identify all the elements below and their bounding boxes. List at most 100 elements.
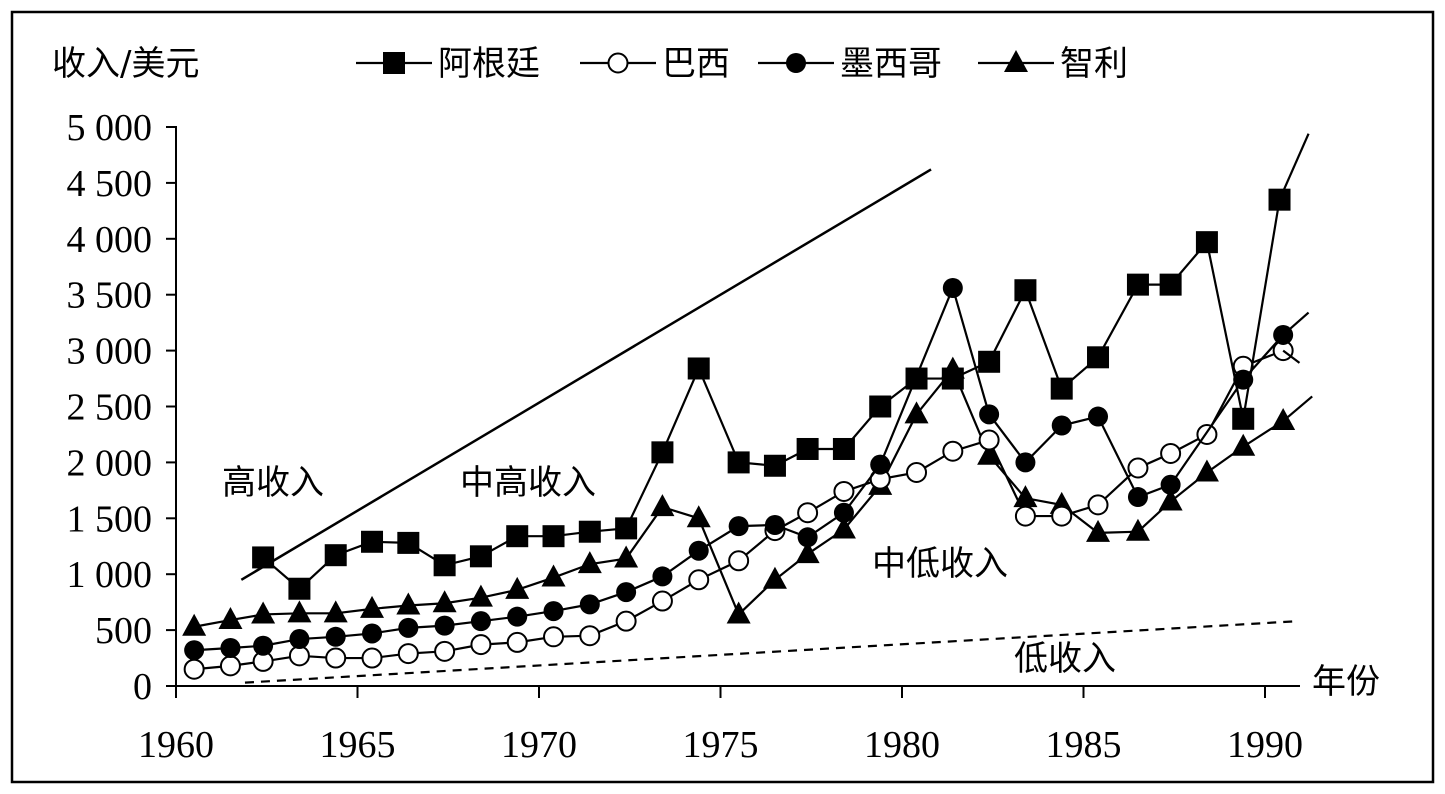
chile-triangle-marker — [1271, 408, 1296, 431]
legend-label: 智利 — [1060, 44, 1128, 84]
argentina-square-marker — [763, 454, 786, 477]
chile-triangle-marker — [505, 576, 530, 599]
y-tick-label: 4 500 — [67, 163, 153, 205]
brazil-circle-marker — [1160, 442, 1182, 464]
x-tick-label: 1975 — [683, 724, 759, 766]
mexico-circle-marker — [797, 527, 818, 548]
legend-argentina-square-marker — [383, 52, 405, 74]
brazil-circle-marker — [1087, 494, 1109, 516]
x-tick-label: 1960 — [138, 724, 214, 766]
brazil-circle-marker — [434, 640, 456, 662]
mexico-circle-marker — [1051, 415, 1072, 436]
y-tick-label: 5 000 — [67, 107, 153, 149]
legend-brazil-circle-marker — [607, 52, 629, 74]
chile-triangle-marker — [577, 551, 602, 574]
chile-triangle-marker — [396, 592, 421, 615]
x-tick-label: 1985 — [1046, 724, 1122, 766]
mexico-circle-marker — [470, 611, 491, 632]
brazil-circle-marker — [288, 645, 310, 667]
argentina-square-marker — [252, 546, 275, 569]
x-axis-ticks: 1960 1965 1970 1975 1980 1985 1990 — [138, 686, 1303, 766]
mexico-circle-marker — [434, 615, 455, 636]
chile-triangle-marker — [251, 601, 276, 624]
brazil-circle-marker — [506, 631, 528, 653]
chile-triangle-marker — [650, 494, 675, 517]
brazil-circle-marker — [833, 480, 855, 502]
brazil-circle-marker — [1014, 505, 1036, 527]
legend-chile-triangle-marker — [1004, 50, 1028, 72]
brazil-circle-marker — [688, 569, 710, 591]
mexico-circle-marker — [362, 623, 383, 644]
mexico-circle-marker — [870, 454, 891, 475]
argentina-square-marker — [1159, 273, 1182, 296]
argentina-square-marker — [905, 367, 928, 390]
y-axis-label: 收入/美元 — [52, 44, 199, 84]
chile-triangle-marker — [218, 607, 243, 630]
chile-triangle-marker — [831, 516, 856, 539]
y-tick-label: 4 000 — [67, 219, 153, 261]
brazil-circle-marker — [728, 550, 750, 572]
income-boundary-lines — [240, 168, 1298, 684]
legend-label: 巴西 — [662, 44, 730, 84]
annotation-upper-middle-income: 中高收入 — [460, 463, 596, 503]
chile-triangle-marker — [686, 505, 711, 528]
series-layer — [182, 133, 1313, 680]
legend-item-brazil: 巴西 — [580, 44, 730, 84]
mexico-circle-marker — [579, 594, 600, 615]
brazil-circle-marker — [978, 429, 1000, 451]
mexico-circle-marker — [325, 626, 346, 647]
argentina-square-marker — [978, 350, 1001, 373]
brazil-circle-marker — [615, 610, 637, 632]
argentina-square-marker — [1232, 407, 1255, 430]
y-tick-label: 3 000 — [67, 331, 153, 373]
argentina-square-marker — [1050, 377, 1073, 400]
brazil-circle-marker — [1051, 505, 1073, 527]
mexico-circle-marker — [1015, 452, 1036, 473]
x-tick-label: 1980 — [864, 724, 940, 766]
chile-triangle-marker — [541, 564, 566, 587]
chile-triangle-marker — [323, 600, 348, 623]
mexico-circle-marker — [1160, 474, 1181, 495]
legend-item-chile: 智利 — [978, 44, 1128, 84]
chile-triangle-marker — [1086, 519, 1111, 542]
legend-item-argentina: 阿根廷 — [356, 44, 540, 84]
argentina-square-marker — [869, 395, 892, 418]
mexico-circle-marker — [979, 404, 1000, 425]
chile-triangle-marker — [795, 541, 820, 564]
brazil-circle-marker — [579, 625, 601, 647]
argentina-square-marker — [1014, 279, 1037, 302]
series-argentina — [252, 188, 1291, 600]
argentina-square-marker — [687, 357, 710, 380]
argentina-square-marker — [578, 520, 601, 543]
legend-mexico-circle-marker — [786, 53, 806, 73]
legend-label: 墨西哥 — [840, 44, 942, 84]
mexico-circle-marker — [184, 640, 205, 661]
argentina-square-marker — [433, 554, 456, 577]
chile-triangle-marker — [1231, 433, 1256, 456]
argentina-square-marker — [615, 517, 638, 540]
chile-triangle-marker — [287, 600, 312, 623]
y-tick-label: 1 000 — [67, 554, 153, 596]
chile-triangle-marker — [977, 442, 1002, 465]
legend-item-mexico: 墨西哥 — [758, 44, 942, 84]
argentina-square-marker — [651, 441, 674, 464]
y-tick-label: 1 500 — [67, 498, 153, 540]
brazil-circle-marker — [325, 647, 347, 669]
argentina-tail-line — [1278, 133, 1310, 201]
series-brazil — [183, 340, 1294, 680]
mexico-circle-marker — [289, 629, 310, 650]
argentina-square-marker — [1126, 273, 1149, 296]
brazil-circle-marker — [797, 502, 819, 524]
brazil-circle-marker — [470, 634, 492, 656]
chile-triangle-marker — [762, 566, 787, 589]
chile-triangle-marker — [614, 545, 639, 568]
brazil-circle-marker — [361, 647, 383, 669]
brazil-circle-marker — [183, 658, 205, 680]
argentina-square-marker — [361, 530, 384, 553]
y-tick-label: 2 500 — [67, 387, 153, 429]
chile-triangle-marker — [904, 401, 929, 424]
argentina-square-marker — [727, 451, 750, 474]
argentina-square-marker — [542, 525, 565, 548]
mexico-circle-marker — [688, 540, 709, 561]
